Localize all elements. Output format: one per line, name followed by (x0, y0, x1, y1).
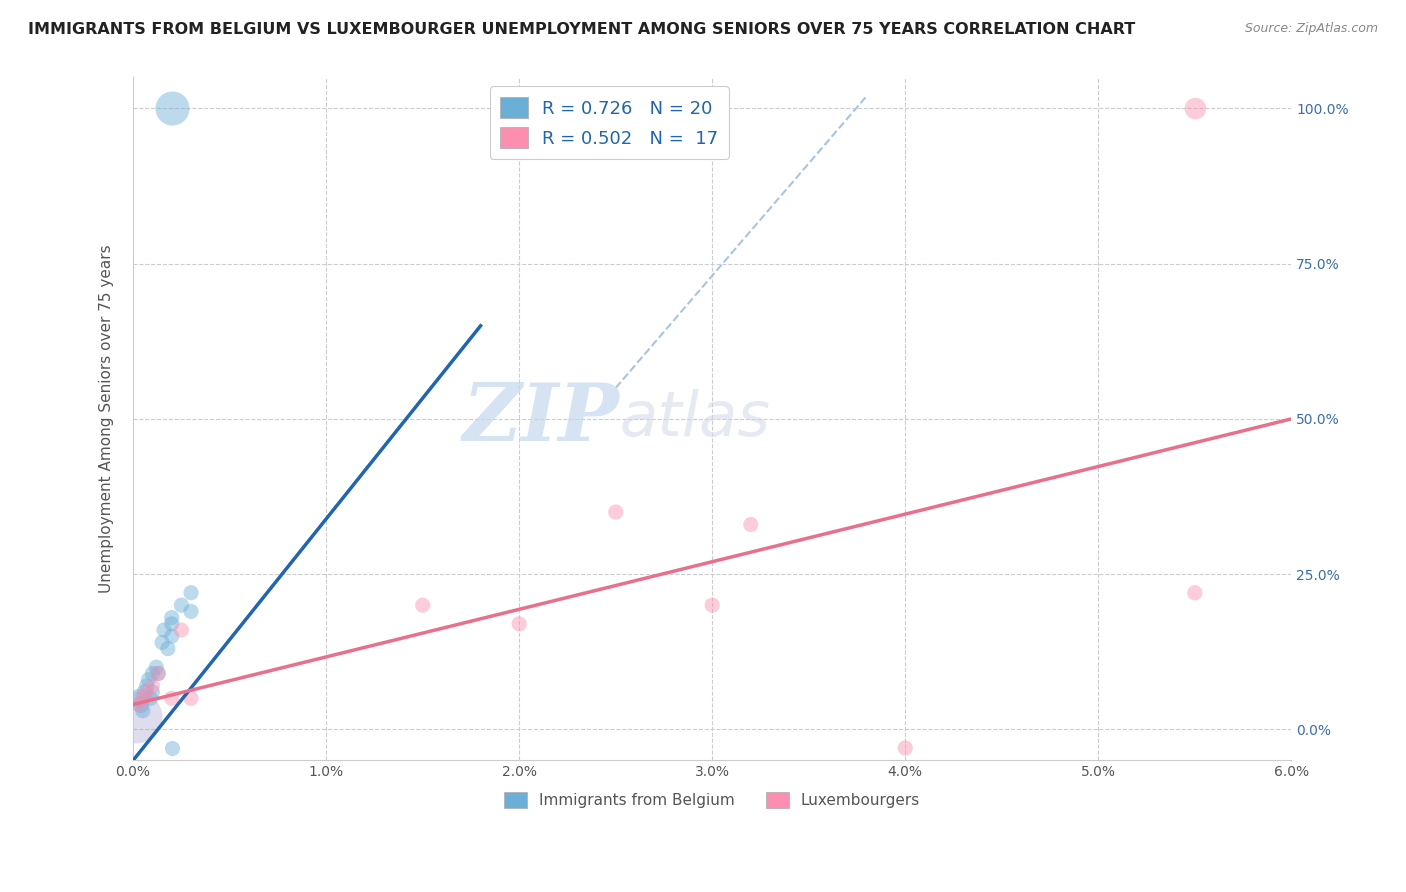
Point (129, 698, 152, 712)
Point (1184, 102, 1206, 116)
Point (160, 691, 183, 706)
Text: Source: ZipAtlas.com: Source: ZipAtlas.com (1244, 22, 1378, 36)
Point (148, 666, 170, 681)
Point (508, 616, 530, 631)
Point (150, 635, 173, 649)
Point (132, 691, 155, 706)
Point (153, 623, 176, 637)
Point (141, 685, 163, 699)
Point (160, 629, 183, 643)
Point (128, 698, 150, 712)
Point (135, 679, 157, 693)
Point (170, 598, 193, 612)
Point (170, 623, 193, 637)
Point (156, 641, 179, 656)
Point (1184, 586, 1206, 600)
Legend: Immigrants from Belgium, Luxembourgers: Immigrants from Belgium, Luxembourgers (498, 786, 927, 814)
Point (138, 673, 160, 687)
Point (135, 685, 157, 699)
Point (894, 741, 917, 756)
Point (141, 666, 163, 681)
Point (180, 586, 202, 600)
Point (412, 598, 434, 612)
Point (180, 691, 202, 706)
Point (160, 102, 183, 116)
Point (145, 660, 167, 674)
Y-axis label: Unemployment Among Seniors over 75 years: Unemployment Among Seniors over 75 years (100, 244, 114, 593)
Point (180, 604, 202, 618)
Point (740, 517, 762, 532)
Point (605, 505, 627, 519)
Point (125, 710, 148, 724)
Point (702, 598, 724, 612)
Text: ZIP: ZIP (463, 380, 620, 458)
Point (160, 610, 183, 624)
Point (160, 616, 183, 631)
Text: IMMIGRANTS FROM BELGIUM VS LUXEMBOURGER UNEMPLOYMENT AMONG SENIORS OVER 75 YEARS: IMMIGRANTS FROM BELGIUM VS LUXEMBOURGER … (28, 22, 1136, 37)
Point (160, 741, 183, 756)
Text: atlas: atlas (620, 389, 770, 449)
Point (134, 685, 156, 699)
Point (132, 704, 155, 718)
Point (141, 679, 163, 693)
Point (148, 666, 170, 681)
Point (139, 691, 162, 706)
Point (128, 691, 150, 706)
